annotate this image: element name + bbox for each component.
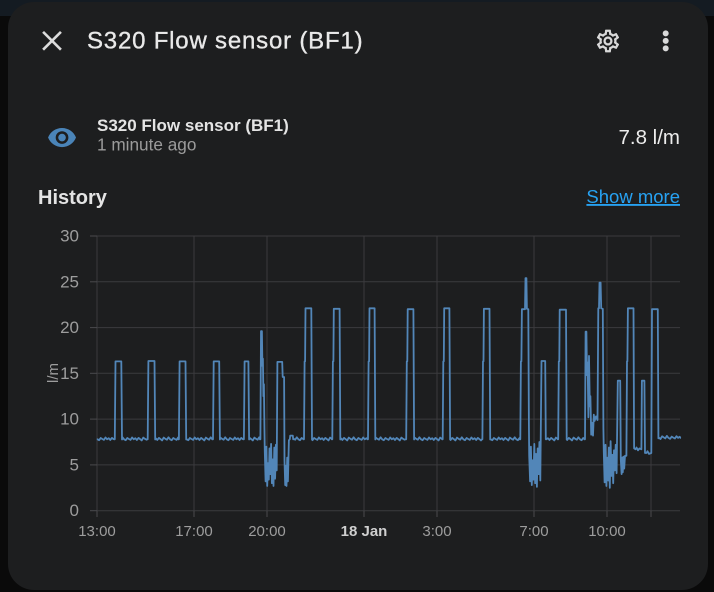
svg-text:20: 20 [60,318,79,337]
svg-text:7:00: 7:00 [519,523,548,540]
svg-text:S320 Flow sensor (BF1): S320 Flow sensor (BF1) [97,116,289,135]
svg-text:15: 15 [60,364,79,383]
svg-text:0: 0 [70,501,79,520]
svg-text:20:00: 20:00 [248,523,286,540]
svg-text:30: 30 [60,227,79,246]
svg-text:l/m: l/m [45,363,62,383]
svg-text:25: 25 [60,272,79,291]
svg-text:5: 5 [70,455,79,474]
svg-text:3:00: 3:00 [422,523,451,540]
svg-text:10:00: 10:00 [588,523,626,540]
svg-text:17:00: 17:00 [175,523,213,540]
svg-text:7.8 l/m: 7.8 l/m [618,126,680,149]
svg-text:13:00: 13:00 [78,523,116,540]
svg-text:18 Jan: 18 Jan [341,523,388,540]
svg-text:History: History [38,187,108,209]
svg-text:1 minute ago: 1 minute ago [97,135,196,155]
svg-text:10: 10 [60,410,79,429]
svg-text:S320 Flow sensor (BF1): S320 Flow sensor (BF1) [87,28,363,55]
svg-text:Show more: Show more [586,186,680,207]
